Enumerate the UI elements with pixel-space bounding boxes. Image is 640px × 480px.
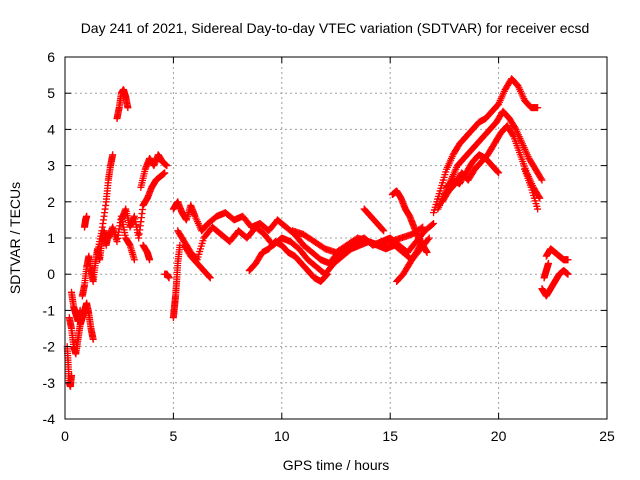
x-tick-label: 15: [382, 428, 398, 444]
data-point: [206, 274, 214, 282]
series-trace-3: [68, 288, 84, 325]
data-point: [511, 124, 519, 132]
y-tick-label: 0: [47, 266, 55, 282]
x-tick-label: 20: [491, 428, 507, 444]
chart-title: Day 241 of 2021, Sidereal Day-to-day VTE…: [81, 20, 590, 36]
series-trace-18: [289, 223, 427, 256]
data-point: [323, 271, 331, 279]
series-trace-26: [521, 165, 542, 213]
data-point: [424, 235, 432, 243]
data-point: [323, 270, 331, 278]
data-point: [534, 104, 542, 112]
series-trace-28: [542, 245, 572, 264]
data-point: [130, 256, 138, 264]
axis-ticks: 0 5 10 15 20 25 -4 -3 -2 -1 0 1 2 3 4 5 6: [43, 49, 615, 444]
y-tick-label: -2: [43, 339, 56, 355]
x-tick-label: 25: [599, 428, 615, 444]
data-point: [163, 162, 171, 170]
series-trace-25: [443, 151, 503, 191]
x-axis-label: GPS time / hours: [283, 457, 390, 473]
data-point: [494, 168, 502, 176]
series-trace-16: [180, 241, 214, 282]
data-point: [425, 234, 433, 242]
y-tick-label: 1: [47, 230, 55, 246]
data-point: [89, 335, 97, 343]
series-trace-20: [388, 187, 431, 256]
series-trace-12: [161, 270, 173, 282]
data-point: [564, 270, 572, 278]
x-tick-label: 5: [170, 428, 178, 444]
data-point: [419, 223, 427, 231]
data-point: [417, 224, 425, 232]
series-trace-9: [117, 169, 169, 242]
series-trace-4: [78, 227, 112, 300]
data-point: [161, 169, 169, 177]
data-point: [534, 205, 542, 213]
series-trace-13: [169, 241, 184, 322]
data-point: [423, 248, 431, 256]
x-tick-label: 10: [274, 428, 290, 444]
series-trace-29: [540, 259, 552, 282]
y-tick-label: 5: [47, 85, 55, 101]
series-trace-23: [434, 107, 546, 213]
data-point: [535, 193, 543, 201]
data-point: [419, 238, 427, 246]
y-tick-label: 3: [47, 158, 55, 174]
series-trace-22: [430, 75, 542, 217]
series-trace-6: [94, 151, 117, 256]
y-tick-label: -3: [43, 375, 56, 391]
series-trace-8: [113, 86, 132, 123]
y-tick-label: -4: [43, 411, 56, 427]
data-points: [63, 75, 572, 390]
grid-lines: [65, 57, 607, 419]
series-trace-21: [393, 238, 427, 285]
series-trace-27: [538, 267, 572, 300]
series-trace-5: [81, 212, 91, 231]
data-point: [418, 239, 426, 247]
data-point: [205, 273, 213, 281]
data-point: [544, 259, 552, 267]
y-tick-label: 4: [47, 121, 55, 137]
data-point: [68, 372, 76, 380]
y-axis-label: SDTVAR / TECUs: [7, 182, 23, 294]
data-point: [83, 212, 91, 220]
data-point: [564, 256, 572, 264]
x-tick-label: 0: [61, 428, 69, 444]
series-trace-10: [137, 151, 171, 191]
data-point: [428, 220, 436, 228]
series-trace-17: [245, 238, 331, 285]
data-point: [538, 176, 546, 184]
y-tick-label: 6: [47, 49, 55, 65]
y-tick-label: -1: [43, 302, 56, 318]
data-point: [380, 227, 388, 235]
series-trace-19: [360, 205, 388, 235]
data-point: [537, 175, 545, 183]
data-point: [495, 169, 503, 177]
data-point: [124, 104, 132, 112]
y-tick-label: 2: [47, 194, 55, 210]
data-point: [109, 151, 117, 159]
data-point: [430, 220, 438, 228]
series-trace-11: [139, 241, 154, 264]
data-point: [165, 274, 173, 282]
data-point: [76, 306, 84, 314]
data-point: [146, 256, 154, 264]
data-point: [379, 226, 387, 234]
data-point: [509, 131, 517, 139]
